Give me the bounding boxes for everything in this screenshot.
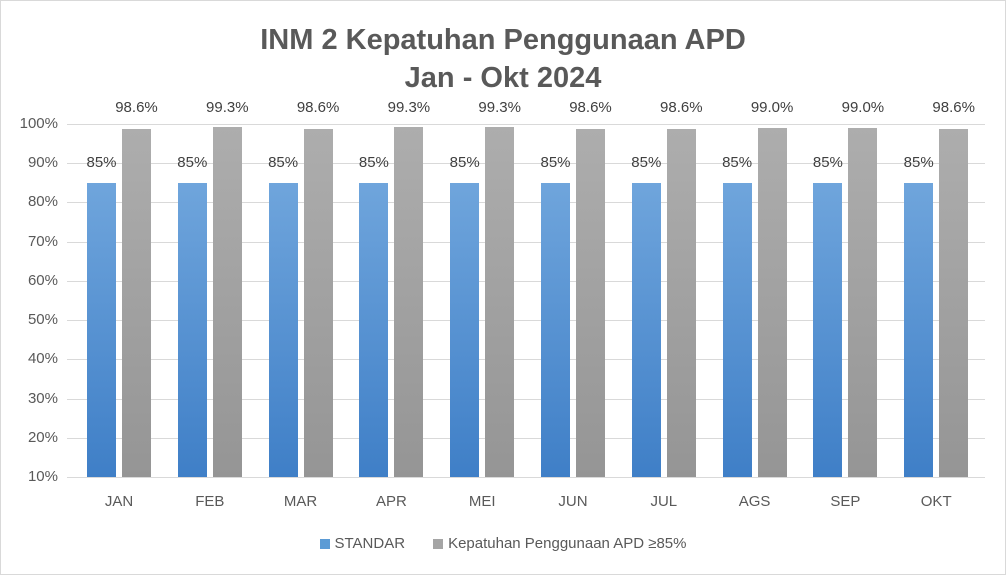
data-label: 85% (540, 154, 571, 171)
bar-standar (631, 182, 661, 477)
data-label: 85% (631, 154, 662, 171)
data-label: 98.6% (660, 99, 703, 116)
bar-kepatuhan (394, 126, 424, 477)
data-label: 99.0% (841, 99, 885, 116)
x-tick-label: OKT (920, 493, 952, 510)
gridline (67, 124, 985, 125)
gridline (67, 399, 985, 400)
y-tick-label: 70% (27, 233, 58, 250)
data-label: 98.6% (296, 99, 340, 116)
y-tick-label: 50% (27, 311, 58, 328)
bar-kepatuhan (848, 127, 878, 477)
x-tick-label: JAN (104, 493, 134, 510)
chart-subtitle: Jan - Okt 2024 (404, 62, 602, 94)
bar-standar (722, 182, 752, 477)
chart-title: INM 2 Kepatuhan Penggunaan APD (260, 24, 746, 56)
legend-label: Kepatuhan Penggunaan APD ≥85% (448, 535, 687, 552)
legend-swatch-icon (319, 539, 330, 549)
bar-standar (450, 182, 480, 477)
legend-swatch-icon (433, 539, 444, 549)
data-label: 99.0% (750, 99, 794, 116)
x-tick-label: APR (375, 493, 407, 510)
y-tick-label: 20% (27, 429, 58, 446)
bar-standar (87, 182, 116, 477)
x-tick-label: FEB (195, 493, 225, 510)
gridline (67, 281, 985, 282)
gridline (67, 359, 985, 360)
data-label: 98.6% (115, 99, 158, 116)
gridline (67, 163, 985, 164)
legend-label: STANDAR (334, 535, 406, 552)
data-label: 85% (268, 154, 299, 171)
gridline (67, 477, 985, 478)
y-tick-label: 40% (27, 350, 58, 367)
x-tick-label: JUL (650, 493, 678, 510)
bar-standar (541, 182, 570, 477)
data-label: 99.3% (478, 99, 521, 116)
data-label: 99.3% (387, 99, 431, 116)
y-tick-label: 30% (27, 390, 58, 407)
data-label: 85% (722, 154, 753, 171)
bar-standar (268, 182, 298, 477)
x-tick-label: MAR (283, 493, 318, 510)
data-label: 98.6% (569, 99, 612, 116)
bar-kepatuhan (485, 126, 515, 477)
bar-standar (177, 182, 207, 477)
bar-kepatuhan (666, 129, 696, 477)
bar-kepatuhan (757, 127, 787, 477)
data-label: 85% (86, 154, 117, 171)
gridline (67, 438, 985, 439)
y-tick-label: 60% (27, 272, 58, 289)
data-label: 85% (812, 154, 843, 171)
bar-standar (359, 182, 389, 477)
data-label: 98.6% (932, 99, 975, 116)
gridline (67, 202, 985, 203)
y-tick-label: 10% (27, 468, 58, 485)
data-label: 85% (177, 154, 208, 171)
data-label: 85% (449, 154, 480, 171)
data-label: 85% (903, 154, 934, 171)
bar-standar (813, 182, 843, 477)
bar-standar (904, 182, 934, 477)
y-tick-label: 100% (19, 115, 58, 132)
gridline (67, 320, 985, 321)
bar-kepatuhan (303, 129, 333, 477)
y-tick-label: 80% (27, 193, 58, 210)
data-label: 85% (358, 154, 389, 171)
x-tick-label: SEP (830, 493, 861, 510)
y-tick-label: 90% (27, 154, 58, 171)
plot-area: 85% 98.6% JAN 85% 99.3% FEB 85% 98.6% MAR 85% 99.3… (67, 0, 985, 575)
bar-kepatuhan (122, 129, 151, 477)
x-tick-label: JUN (558, 493, 588, 510)
legend: STANDAR Kepatuhan Penggunaan APD ≥85% (0, 535, 1006, 554)
bar-kepatuhan (576, 129, 605, 477)
gridline (67, 242, 985, 243)
x-tick-label: MEI (468, 493, 496, 510)
bar-kepatuhan (212, 126, 242, 477)
legend-item: STANDAR (319, 535, 406, 553)
bar-kepatuhan (939, 129, 969, 477)
x-tick-label: AGS (738, 493, 771, 510)
legend-item: Kepatuhan Penggunaan APD ≥85% (433, 535, 687, 553)
data-label: 99.3% (206, 99, 249, 116)
